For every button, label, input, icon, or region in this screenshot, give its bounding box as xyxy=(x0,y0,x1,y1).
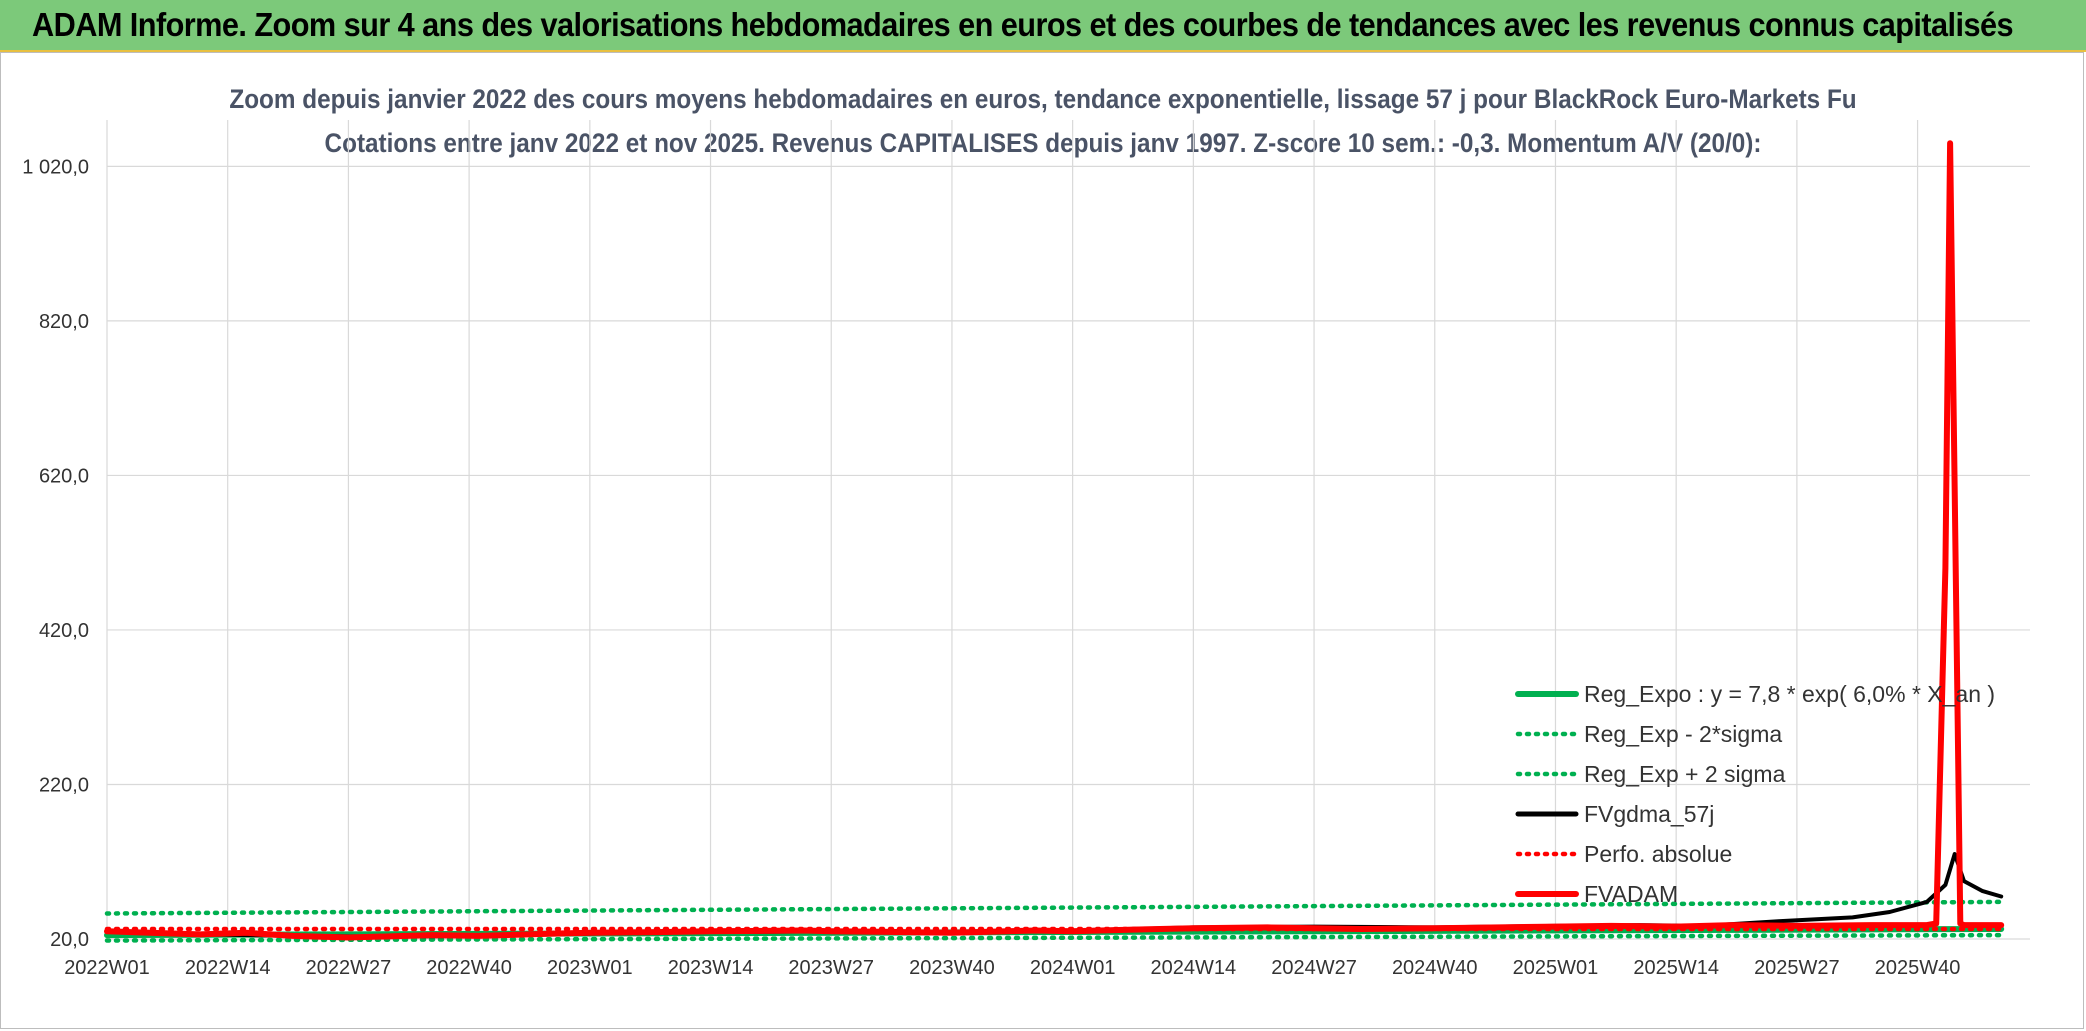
x-tick-label: 2025W01 xyxy=(1513,957,1599,979)
series-line-1 xyxy=(104,932,2004,943)
series-lines xyxy=(104,140,2005,943)
series-line-2 xyxy=(104,899,2004,916)
legend-label: Perfo. absolue xyxy=(1584,841,1732,867)
legend-label: FVADAM xyxy=(1584,881,1678,907)
report-header: ADAM Informe. Zoom sur 4 ans des valoris… xyxy=(0,0,2086,52)
chart-title: Zoom depuis janvier 2022 des cours moyen… xyxy=(229,84,1857,114)
x-tick-label: 2023W01 xyxy=(547,957,633,979)
x-tick-label: 2022W14 xyxy=(185,957,271,979)
legend-label: FVgdma_57j xyxy=(1584,801,1714,827)
chart-subtitle: Cotations entre janv 2022 et nov 2025. R… xyxy=(324,128,1762,158)
x-tick-label: 2024W14 xyxy=(1151,957,1237,979)
y-tick-label: 420,0 xyxy=(39,620,89,642)
x-tick-label: 2023W27 xyxy=(788,957,874,979)
x-tick-label: 2024W27 xyxy=(1271,957,1357,979)
y-tick-label: 20,0 xyxy=(50,929,89,951)
x-tick-label: 2024W40 xyxy=(1392,957,1478,979)
legend: Reg_Expo : y = 7,8 * exp( 6,0% * X_an ) R… xyxy=(1515,681,1995,907)
y-tick-label: 1 020,0 xyxy=(22,156,89,178)
x-tick-label: 2022W40 xyxy=(426,957,512,979)
x-tick-label: 2025W40 xyxy=(1875,957,1961,979)
x-tick-label: 2022W27 xyxy=(306,957,392,979)
grid xyxy=(106,120,2030,940)
legend-label: Reg_Expo : y = 7,8 * exp( 6,0% * X_an ) xyxy=(1584,681,1995,707)
x-tick-label: 2025W14 xyxy=(1633,957,1719,979)
legend-label: Reg_Exp - 2*sigma xyxy=(1584,721,1782,747)
legend-label: Reg_Exp + 2 sigma xyxy=(1584,761,1786,787)
y-axis-ticks: 20,0 220,0 420,0 620,0 820,0 1 020,0 xyxy=(22,156,89,951)
x-tick-label: 2023W40 xyxy=(909,957,995,979)
x-tick-label: 2022W01 xyxy=(64,957,150,979)
chart-frame xyxy=(0,52,2084,1029)
x-tick-label: 2023W14 xyxy=(668,957,754,979)
x-tick-label: 2025W27 xyxy=(1754,957,1840,979)
series-line-5 xyxy=(104,140,2005,941)
x-tick-label: 2024W01 xyxy=(1030,957,1116,979)
y-tick-label: 820,0 xyxy=(39,311,89,333)
report-title: ADAM Informe. Zoom sur 4 ans des valoris… xyxy=(32,6,2014,43)
y-tick-label: 220,0 xyxy=(39,774,89,796)
y-tick-label: 620,0 xyxy=(39,465,89,487)
x-axis-ticks: 2022W01 2022W14 2022W27 2022W40 2023W01 2023W… xyxy=(64,957,1960,979)
